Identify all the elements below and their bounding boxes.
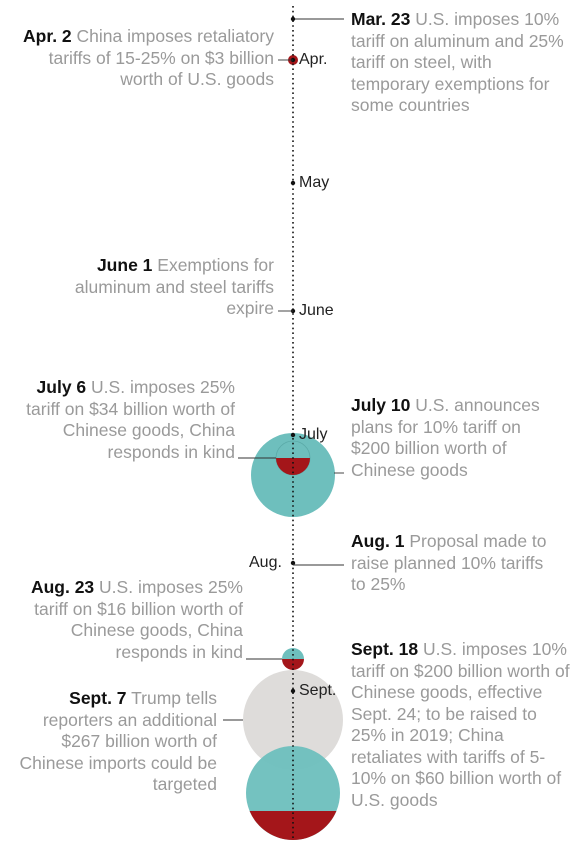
event-jul6: July 6 U.S. imposes 25% tariff on $34 bi…: [10, 377, 235, 463]
event-date: Sept. 7: [69, 688, 127, 708]
event-text: U.S. imposes 25% tariff on $34 billion w…: [26, 377, 235, 462]
event-apr2: Apr. 2 China imposes retaliatory tariffs…: [6, 26, 274, 91]
event-text: Proposal made to raise planned 10% tarif…: [351, 531, 547, 594]
month-dot-may: [290, 180, 296, 186]
month-label-june: June: [299, 302, 334, 319]
event-text: U.S. imposes 25% tariff on $16 billion w…: [34, 577, 243, 662]
event-jul10: July 10 U.S. announces plans for 10% tar…: [351, 395, 561, 481]
event-aug1: Aug. 1 Proposal made to raise planned 10…: [351, 531, 556, 596]
event-date: Aug. 23: [30, 577, 95, 597]
event-sep7: Sept. 7 Trump tells reporters an additio…: [10, 688, 217, 796]
event-sep18: Sept. 18 U.S. imposes 10% tariff on $200…: [351, 639, 576, 811]
month-dot-sept: [290, 688, 296, 694]
event-date: June 1: [96, 255, 153, 275]
event-dot-mar23: [290, 16, 296, 22]
event-text: U.S. imposes 10% tariff on $200 billion …: [351, 639, 570, 810]
event-text: China imposes retaliatory tariffs of 15-…: [48, 26, 274, 89]
event-text: Trump tells reporters an additional $267…: [19, 688, 217, 794]
month-label-sept: Sept.: [299, 682, 337, 699]
event-date: Apr. 2: [23, 26, 72, 46]
event-date: Mar. 23: [351, 9, 411, 29]
event-jun1: June 1 Exemptions for aluminum and steel…: [60, 255, 274, 320]
month-dot-july: [290, 432, 296, 438]
event-date: Sept. 18: [351, 639, 419, 659]
event-date: July 6: [36, 377, 87, 397]
month-label-apr: Apr.: [299, 51, 328, 68]
event-mar23: Mar. 23 U.S. imposes 10% tariff on alumi…: [351, 9, 566, 117]
event-date: Aug. 1: [351, 531, 405, 551]
event-text: Exemptions for aluminum and steel tariff…: [74, 255, 274, 318]
event-date: July 10: [351, 395, 411, 415]
bubble-aug23-us-16b: [282, 648, 304, 659]
event-text: U.S. imposes 10% tariff on aluminum and …: [351, 9, 564, 115]
month-label-may: May: [299, 174, 330, 191]
bubble-jul6-china-34b: [276, 458, 310, 475]
bubble-sep18-china-60b: [249, 811, 337, 840]
month-label-july: July: [299, 426, 328, 443]
month-label-aug: Aug.: [249, 554, 282, 571]
event-text: U.S. announces plans for 10% tariff on $…: [351, 395, 540, 480]
month-dot-aug: [290, 560, 296, 566]
event-aug23: Aug. 23 U.S. imposes 25% tariff on $16 b…: [10, 577, 243, 663]
bubble-sep7-threatened-267b: [243, 670, 343, 770]
